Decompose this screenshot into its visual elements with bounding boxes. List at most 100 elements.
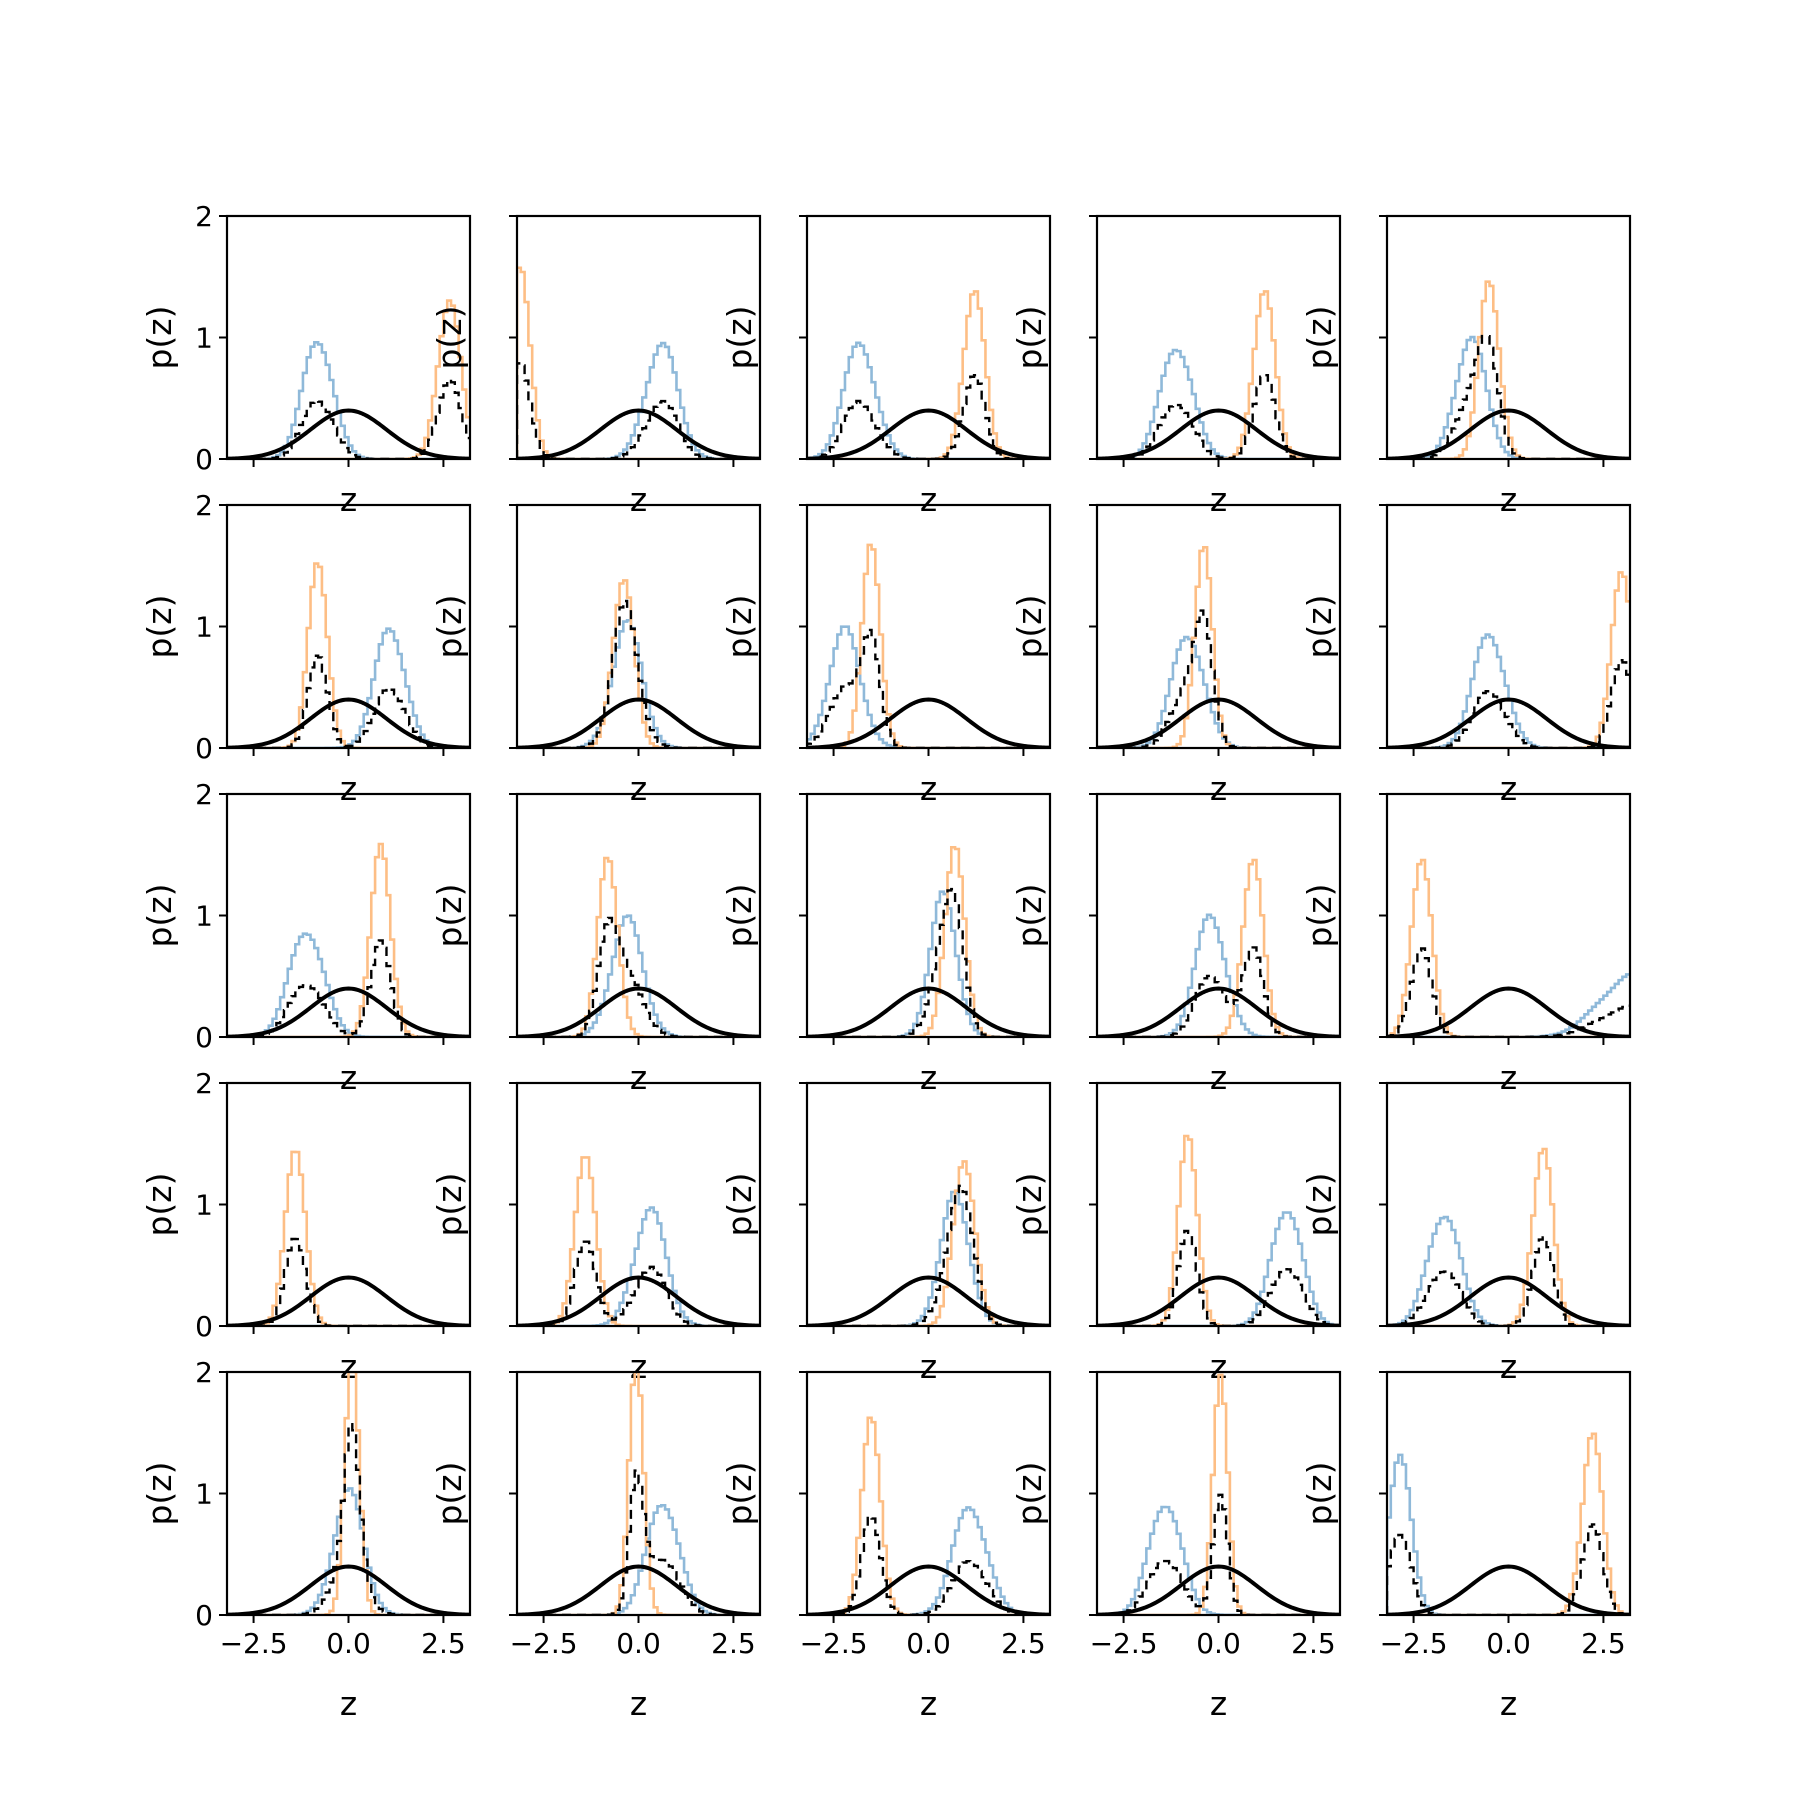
- subplot-r1-c1: z p(z): [430, 503, 762, 808]
- orange-histogram: [1387, 280, 1630, 459]
- x-tick-label: 0.0: [1196, 1627, 1241, 1660]
- normal-prior-curve: [807, 1564, 1050, 1615]
- normal-prior-curve: [227, 408, 470, 459]
- subplot-r2-c0: 0 1 2 z p(z): [140, 778, 472, 1097]
- normal-prior-curve: [517, 697, 760, 748]
- x-axis-label: z: [1500, 1684, 1517, 1723]
- x-axis-label: z: [1210, 480, 1227, 519]
- y-tick-label: 2: [195, 489, 213, 522]
- y-tick-label: 0: [195, 732, 213, 765]
- y-axis-label: p(z): [430, 1172, 469, 1236]
- normal-prior-curve: [517, 986, 760, 1037]
- y-tick-label: 1: [195, 1189, 213, 1222]
- subplot-r1-c2: z p(z): [720, 503, 1052, 808]
- x-tick-label: 0.0: [616, 1627, 661, 1660]
- subplot-r1-c4: z p(z): [1300, 503, 1632, 808]
- axes-frame: [1385, 503, 1632, 750]
- y-tick-label: 1: [195, 611, 213, 644]
- orange-histogram: [1097, 546, 1340, 748]
- y-axis-label: p(z): [140, 1461, 179, 1525]
- y-axis-label: p(z): [1010, 883, 1049, 947]
- subplot-r2-c3: z p(z): [1010, 792, 1342, 1097]
- mixture-histogram: [227, 1237, 470, 1326]
- x-axis-label: z: [1500, 1058, 1517, 1097]
- x-tick-label: −2.5: [510, 1627, 578, 1660]
- x-axis-label: z: [630, 480, 647, 519]
- blue-histogram: [1387, 1215, 1630, 1326]
- normal-prior-curve: [1387, 697, 1630, 748]
- x-axis-label: z: [1500, 480, 1517, 519]
- blue-histogram: [1097, 1505, 1340, 1615]
- y-axis-label: p(z): [430, 1461, 469, 1525]
- subplot-r4-c1: −2.5 0.0 2.5 z p(z): [430, 1370, 762, 1723]
- normal-prior-curve: [227, 1564, 470, 1615]
- subplot-r2-c4: z p(z): [1300, 792, 1632, 1097]
- normal-prior-curve: [1387, 1275, 1630, 1326]
- subplot-r1-c0: 0 1 2 z p(z): [140, 489, 472, 808]
- subplot-r4-c2: −2.5 0.0 2.5 z p(z): [720, 1370, 1052, 1723]
- y-axis-label: p(z): [430, 305, 469, 369]
- blue-histogram: [1387, 1453, 1630, 1615]
- subplot-r1-c3: z p(z): [1010, 503, 1342, 808]
- subplot-r3-c0: 0 1 2 z p(z): [140, 1067, 472, 1386]
- mixture-histogram: [1097, 374, 1340, 459]
- x-tick-label: 0.0: [1486, 1627, 1531, 1660]
- y-axis-label: p(z): [430, 594, 469, 658]
- x-tick-label: −2.5: [800, 1627, 868, 1660]
- x-axis-label: z: [340, 769, 357, 808]
- x-axis-label: z: [340, 480, 357, 519]
- x-axis-label: z: [340, 1347, 357, 1386]
- mixture-histogram: [807, 628, 1050, 748]
- x-axis-label: z: [630, 1684, 647, 1723]
- y-tick-label: 2: [195, 200, 213, 233]
- x-tick-label: 2.5: [1581, 1627, 1626, 1660]
- subplot-r0-c3: z p(z): [1010, 214, 1342, 519]
- subplot-r0-c2: z p(z): [720, 214, 1052, 519]
- y-tick-label: 2: [195, 1356, 213, 1389]
- mixture-histogram: [1387, 1523, 1630, 1615]
- y-axis-label: p(z): [720, 1461, 759, 1525]
- y-axis-label: p(z): [1300, 594, 1339, 658]
- y-axis-label: p(z): [1300, 1461, 1339, 1525]
- subplot-r3-c2: z p(z): [720, 1081, 1052, 1386]
- subplot-r2-c1: z p(z): [430, 792, 762, 1097]
- x-tick-label: 2.5: [711, 1627, 756, 1660]
- y-tick-label: 0: [195, 443, 213, 476]
- subplot-r2-c2: z p(z): [720, 792, 1052, 1097]
- normal-prior-curve: [1097, 986, 1340, 1037]
- x-tick-label: −2.5: [1380, 1627, 1448, 1660]
- y-axis-label: p(z): [1300, 883, 1339, 947]
- mixture-histogram: [1097, 946, 1340, 1037]
- y-axis-label: p(z): [720, 883, 759, 947]
- y-axis-label: p(z): [140, 305, 179, 369]
- orange-histogram: [1387, 571, 1630, 748]
- subplot-r0-c0: 0 1 2 z p(z): [140, 200, 472, 519]
- blue-histogram: [1387, 633, 1630, 748]
- y-tick-label: 0: [195, 1599, 213, 1632]
- x-axis-label: z: [1500, 769, 1517, 808]
- orange-histogram: [1097, 1373, 1340, 1615]
- x-axis-label: z: [920, 480, 937, 519]
- x-axis-label: z: [340, 1058, 357, 1097]
- normal-prior-curve: [1387, 1564, 1630, 1615]
- y-tick-label: 1: [195, 900, 213, 933]
- x-axis-label: z: [1210, 769, 1227, 808]
- normal-prior-curve: [1097, 1564, 1340, 1615]
- subplot-r3-c3: zp(z): [1010, 1081, 1342, 1386]
- x-tick-label: −2.5: [1090, 1627, 1158, 1660]
- y-axis-label: p(z): [720, 1172, 759, 1236]
- normal-prior-curve: [807, 986, 1050, 1037]
- normal-prior-curve: [227, 1275, 470, 1326]
- y-axis-label: p(z): [1300, 305, 1339, 369]
- y-axis-label: p(z): [720, 305, 759, 369]
- mixture-histogram: [1097, 609, 1340, 748]
- subplot-r0-c4: z p(z): [1300, 214, 1632, 519]
- x-axis-label: z: [1500, 1347, 1517, 1386]
- mixture-histogram: [227, 378, 470, 459]
- x-axis-label: z: [920, 1058, 937, 1097]
- normal-prior-curve: [1097, 697, 1340, 748]
- y-axis-label: p(z): [140, 1172, 179, 1236]
- y-axis-label: p(z): [1010, 594, 1049, 658]
- x-tick-label: −2.5: [220, 1627, 288, 1660]
- subplot-r0-c1: z p(z): [430, 214, 762, 519]
